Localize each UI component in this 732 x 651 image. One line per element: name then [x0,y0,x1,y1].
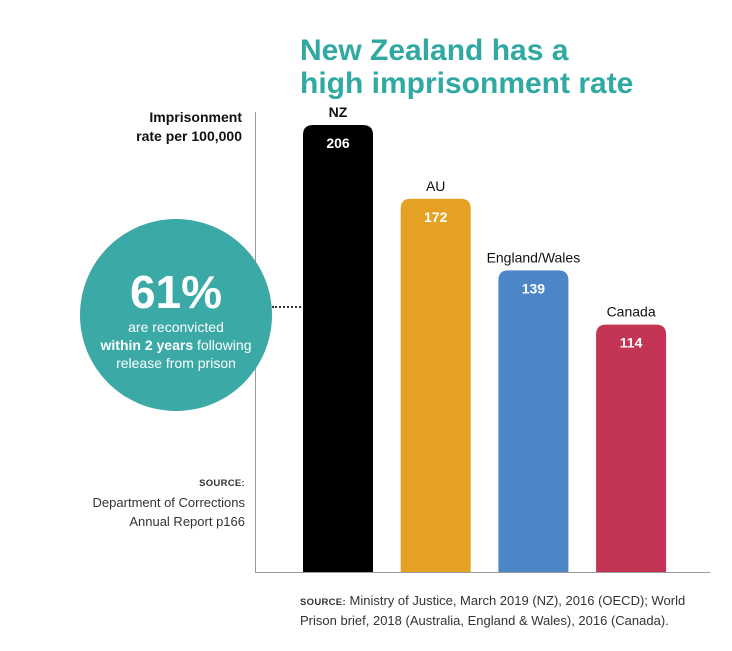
chart-source-note: SOURCE: Ministry of Justice, March 2019 … [300,592,710,630]
category-label-canada: Canada [607,304,656,320]
bar-value-label-nz: 206 [326,135,350,151]
callout-text-line-1: are reconvicted [128,319,224,335]
callout-text-line-3: release from prison [116,355,236,371]
bar-au [400,198,471,572]
bar-group-au: 172 AU [400,178,471,572]
chart-source-text: Ministry of Justice, March 2019 (NZ), 20… [300,593,686,628]
callout-emphasis: within 2 years [100,337,194,353]
x-axis-baseline [255,572,710,573]
callout-source-text-1: Department of Corrections [92,495,245,510]
callout-source-line-2: Annual Report p166 [129,514,245,529]
bar-nz [303,124,373,572]
category-label-nz: NZ [329,104,348,120]
callout-source-line-1: SOURCE: Department of Corrections [20,474,245,512]
bar-group-canada: 114 Canada [596,304,667,572]
bar-value-label-canada: 114 [620,335,643,351]
y-axis-label-line-1: Imprisonment [149,109,242,125]
callout-text-line-2-rest: following [193,337,252,353]
y-axis-label: Imprisonment rate per 100,000 [100,108,242,146]
callout-source-note: SOURCE: Department of Corrections Annual… [20,474,245,531]
reconviction-percent: 61% [129,266,223,318]
y-axis-label-line-2: rate per 100,000 [136,128,242,144]
bar-group-england-wales: 139 England/Wales [487,249,581,572]
chart-title: New Zealand has a high imprisonment rate [300,34,720,100]
chart-title-line-1: New Zealand has a [300,34,569,67]
bar-value-label-england-wales: 139 [522,280,546,296]
bar-group-nz: 206 NZ [303,104,373,572]
reconviction-callout-circle: 61% are reconvicted within 2 years follo… [80,219,272,411]
callout-source-label: SOURCE: [199,478,245,489]
bar-value-label-au: 172 [424,209,448,225]
chart-source-label: SOURCE: [300,597,346,608]
category-label-au: AU [426,178,445,194]
chart-title-line-2: high imprisonment rate [300,67,634,100]
bar-england-wales [498,270,569,572]
callout-text-line-2: within 2 years following [80,336,272,354]
category-label-england-wales: England/Wales [487,249,581,265]
bar-canada [596,324,667,572]
